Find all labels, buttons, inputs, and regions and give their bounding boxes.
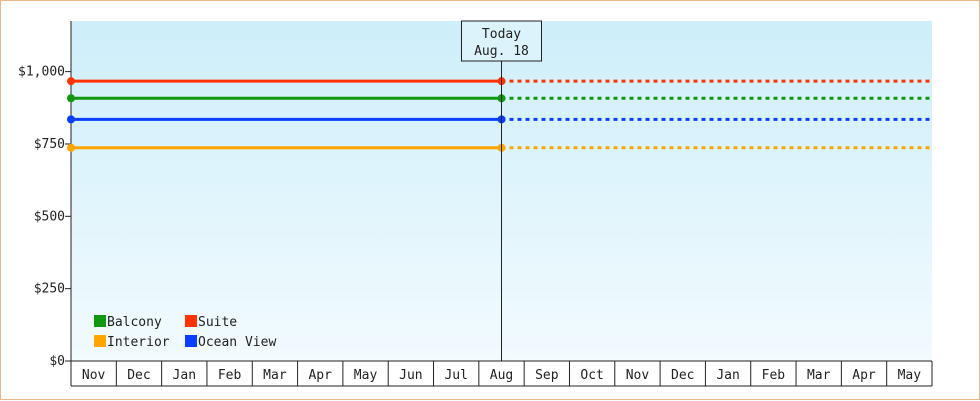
x-tick-label: Jun xyxy=(399,368,422,383)
legend-item: Balcony xyxy=(94,315,162,330)
x-tick-label: May xyxy=(898,368,922,383)
legend-swatch xyxy=(185,315,197,327)
legend-swatch xyxy=(94,335,106,347)
x-tick-label: Feb xyxy=(218,368,242,383)
legend-swatch xyxy=(94,315,106,327)
legend-label: Interior xyxy=(107,335,170,350)
y-tick-label: $1,000 xyxy=(18,65,65,80)
legend-label: Balcony xyxy=(107,315,162,330)
x-tick-label: Nov xyxy=(626,368,650,383)
series-point-start xyxy=(67,94,75,103)
x-tick-label: Nov xyxy=(82,368,106,383)
y-tick-label: $250 xyxy=(34,282,65,297)
legend-item: Interior xyxy=(94,335,170,350)
y-tick-label: $750 xyxy=(34,137,65,152)
y-tick-label: $0 xyxy=(49,354,65,369)
legend-item: Suite xyxy=(185,315,237,330)
legend-swatch xyxy=(185,335,197,347)
today-label: Today xyxy=(482,27,521,42)
x-tick-label: May xyxy=(354,368,378,383)
series-point-start xyxy=(67,115,75,124)
series-point-start xyxy=(67,77,75,86)
x-tick-label: Aug xyxy=(490,368,513,383)
x-tick-label: Dec xyxy=(671,368,694,383)
x-tick-label: Dec xyxy=(127,368,150,383)
legend: Balcony Suite Interior Ocean View xyxy=(94,315,276,350)
x-tick-label: Oct xyxy=(580,368,603,383)
y-axis: $0 $250 $500 $750 $1,000 xyxy=(18,21,72,369)
legend-label: Ocean View xyxy=(198,335,276,350)
legend-item: Ocean View xyxy=(185,335,276,350)
x-tick-label: Sep xyxy=(535,368,559,383)
y-tick-label: $500 xyxy=(34,209,65,224)
x-tick-label: Mar xyxy=(807,368,831,383)
series-point-start xyxy=(67,143,75,152)
today-box xyxy=(461,20,542,62)
legend-label: Suite xyxy=(198,315,237,330)
x-tick-label: Jan xyxy=(173,368,196,383)
x-tick-label: Mar xyxy=(263,368,287,383)
series-ocean-view xyxy=(67,115,932,124)
series-suite xyxy=(67,77,932,86)
x-tick-label: Jan xyxy=(716,368,739,383)
x-tick-label: Apr xyxy=(852,368,876,383)
x-tick-label: Apr xyxy=(308,368,332,383)
x-tick-label: Feb xyxy=(762,368,786,383)
series-balcony xyxy=(67,94,932,103)
x-axis: Nov Dec Jan Feb Mar Apr May Jun Jul Aug Sep Oct Nov D… xyxy=(70,360,933,387)
x-tick-label: Jul xyxy=(444,368,467,383)
today-marker: Today Aug. 18 xyxy=(461,20,542,361)
today-date: Aug. 18 xyxy=(474,44,529,59)
